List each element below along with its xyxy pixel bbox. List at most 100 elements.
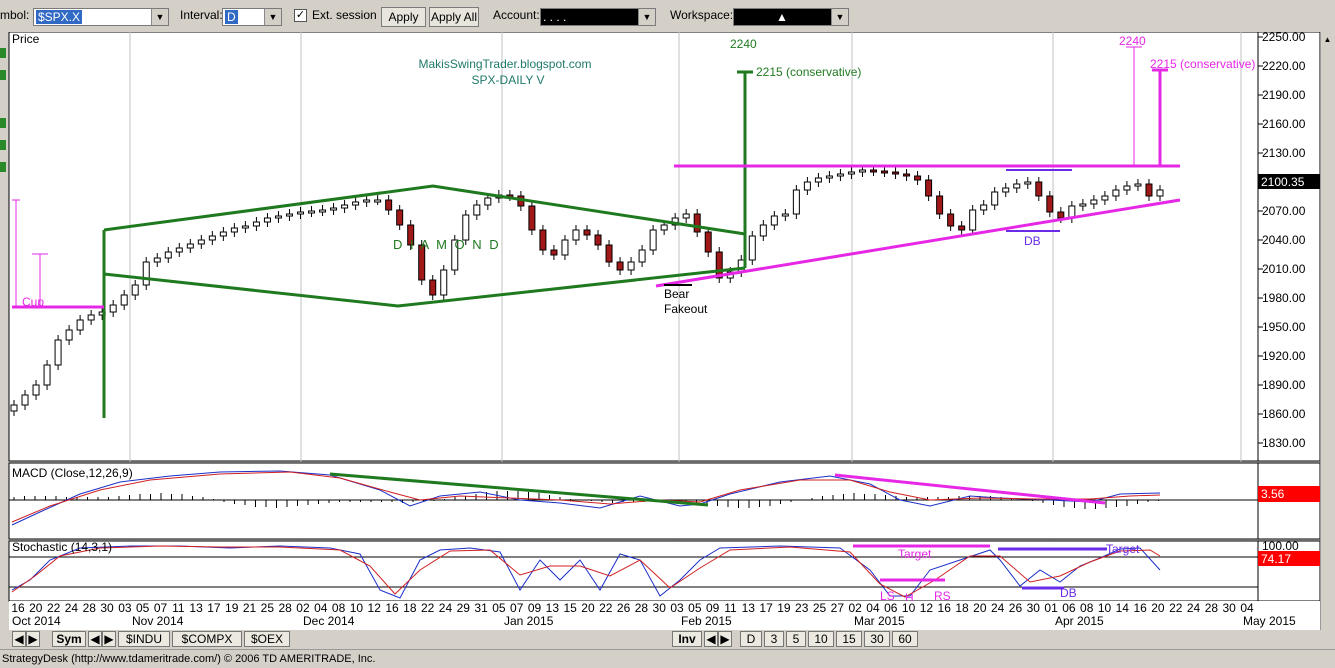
candle-body bbox=[164, 251, 172, 259]
diamond-pattern bbox=[102, 70, 753, 418]
x-day-label: 25 bbox=[261, 601, 275, 615]
account-label: Account: bbox=[493, 8, 540, 22]
candle-body bbox=[693, 213, 701, 233]
right-scroll-strip[interactable] bbox=[1320, 32, 1335, 632]
candle-body bbox=[241, 225, 249, 229]
workspace-dropdown[interactable]: ▲ ▼ bbox=[733, 8, 849, 26]
period-10[interactable]: 10 bbox=[808, 631, 834, 647]
y-tick-label: 2130.00 bbox=[1262, 146, 1306, 160]
x-day-label: 10 bbox=[350, 601, 364, 615]
x-day-label: 30 bbox=[1223, 601, 1237, 615]
candle-body bbox=[814, 177, 822, 183]
symbol-dropdown[interactable]: $SPX.X ▼ bbox=[33, 8, 169, 26]
x-month-label: Mar 2015 bbox=[854, 614, 905, 628]
macd-histogram bbox=[13, 491, 1159, 509]
tab-sym[interactable]: Sym bbox=[52, 631, 86, 647]
x-day-label: 28 bbox=[278, 601, 292, 615]
candle-body bbox=[319, 209, 327, 213]
candle-body bbox=[1057, 211, 1065, 219]
price-y-axis-ticks: 2250.00 2220.00 2190.00 2160.00 2130.00 2100.… bbox=[1258, 32, 1306, 450]
x-day-label: 22 bbox=[47, 601, 61, 615]
x-day-label: 24 bbox=[1187, 601, 1201, 615]
tab-prev-icon[interactable]: ◀ bbox=[88, 631, 102, 647]
x-day-label: 16 bbox=[938, 601, 952, 615]
x-day-label: 25 bbox=[813, 601, 827, 615]
candle-body bbox=[175, 247, 183, 253]
thin-target-lines bbox=[12, 46, 1142, 307]
period-30[interactable]: 30 bbox=[864, 631, 890, 647]
candle-body bbox=[219, 231, 227, 237]
candle-body bbox=[330, 207, 338, 211]
x-day-label: 08 bbox=[332, 601, 346, 615]
chart-area[interactable]: 2250.00 2220.00 2190.00 2160.00 2130.00 2100.… bbox=[0, 32, 1335, 630]
tab-oex[interactable]: $OEX bbox=[244, 631, 290, 647]
period-15[interactable]: 15 bbox=[836, 631, 862, 647]
x-month-label: Feb 2015 bbox=[681, 614, 732, 628]
x-day-label: 22 bbox=[599, 601, 613, 615]
candle-body bbox=[759, 224, 767, 237]
candle-body bbox=[142, 261, 150, 286]
x-day-label: 15 bbox=[563, 601, 577, 615]
period-3[interactable]: 3 bbox=[764, 631, 784, 647]
candle-body bbox=[892, 171, 900, 175]
period-60[interactable]: 60 bbox=[892, 631, 918, 647]
period-d[interactable]: D bbox=[740, 631, 762, 647]
candle-body bbox=[781, 213, 789, 217]
x-month-label: Oct 2014 bbox=[12, 614, 61, 628]
account-dropdown[interactable]: . . . . ▼ bbox=[540, 8, 656, 26]
x-day-label: 02 bbox=[848, 601, 862, 615]
x-day-label: 02 bbox=[296, 601, 310, 615]
tab-next-icon[interactable]: ▶ bbox=[102, 631, 116, 647]
x-day-label: 08 bbox=[1080, 601, 1094, 615]
scroll-left-icon[interactable]: ◀ bbox=[12, 631, 26, 647]
tab-compx[interactable]: $COMPX bbox=[172, 631, 242, 647]
candle-body bbox=[858, 169, 866, 173]
x-day-label: 07 bbox=[510, 601, 524, 615]
scroll-right-icon[interactable]: ▶ bbox=[26, 631, 40, 647]
x-day-label: 18 bbox=[403, 601, 417, 615]
candle-body bbox=[385, 199, 393, 211]
candle-body bbox=[748, 235, 756, 261]
pink-conservative-label: 2215 (conservative) bbox=[1150, 57, 1255, 71]
candle-body bbox=[616, 261, 624, 271]
tab-indu[interactable]: $INDU bbox=[118, 631, 170, 647]
x-day-label: 27 bbox=[831, 601, 845, 615]
x-day-label: 16 bbox=[1133, 601, 1147, 615]
x-day-label: 11 bbox=[172, 601, 185, 615]
x-day-label: 31 bbox=[474, 601, 488, 615]
apply-all-button[interactable]: Apply All bbox=[429, 7, 479, 27]
inv-prev-icon[interactable]: ◀ bbox=[704, 631, 718, 647]
stoch-annotations bbox=[853, 544, 1107, 590]
x-day-label: 24 bbox=[991, 601, 1005, 615]
candle-body bbox=[32, 384, 40, 396]
ext-session-checkbox[interactable]: ✓ bbox=[294, 9, 307, 22]
candle-body bbox=[352, 201, 360, 206]
x-day-label: 26 bbox=[617, 601, 631, 615]
candle-body bbox=[914, 175, 922, 181]
candle-body bbox=[583, 229, 591, 236]
apply-button[interactable]: Apply bbox=[381, 7, 426, 27]
chevron-up-icon[interactable]: ▲ bbox=[1323, 35, 1332, 44]
y-tick-label: 2190.00 bbox=[1262, 88, 1306, 102]
inv-next-icon[interactable]: ▶ bbox=[718, 631, 732, 647]
chevron-down-icon[interactable]: ▼ bbox=[151, 9, 168, 25]
toolbar: mbol: $SPX.X ▼ Interval: D ▼ ✓ Ext. sess… bbox=[0, 0, 1335, 33]
period-5[interactable]: 5 bbox=[786, 631, 806, 647]
bottom-tab-bar: ◀ ▶ Sym ◀ ▶ $INDU $COMPX $OEX Inv ◀ ▶ D … bbox=[0, 630, 1335, 648]
interval-dropdown[interactable]: D ▼ bbox=[222, 8, 282, 26]
y-tick-label: 1950.00 bbox=[1262, 320, 1306, 334]
x-day-label: 04 bbox=[1240, 601, 1254, 615]
chevron-down-icon[interactable]: ▼ bbox=[638, 9, 655, 25]
chevron-down-icon[interactable]: ▼ bbox=[264, 9, 281, 25]
target-label-2: Target bbox=[1106, 542, 1140, 556]
candle-body bbox=[649, 229, 657, 251]
candle-body bbox=[1090, 199, 1098, 205]
x-day-label: 22 bbox=[421, 601, 435, 615]
tab-inv[interactable]: Inv bbox=[672, 631, 702, 647]
candle-body bbox=[462, 214, 470, 241]
candle-body bbox=[297, 211, 304, 215]
chevron-down-icon[interactable]: ▼ bbox=[831, 9, 848, 25]
macd-value-badge bbox=[1258, 486, 1320, 502]
candle-body bbox=[473, 204, 481, 216]
x-month-label: Jan 2015 bbox=[504, 614, 554, 628]
